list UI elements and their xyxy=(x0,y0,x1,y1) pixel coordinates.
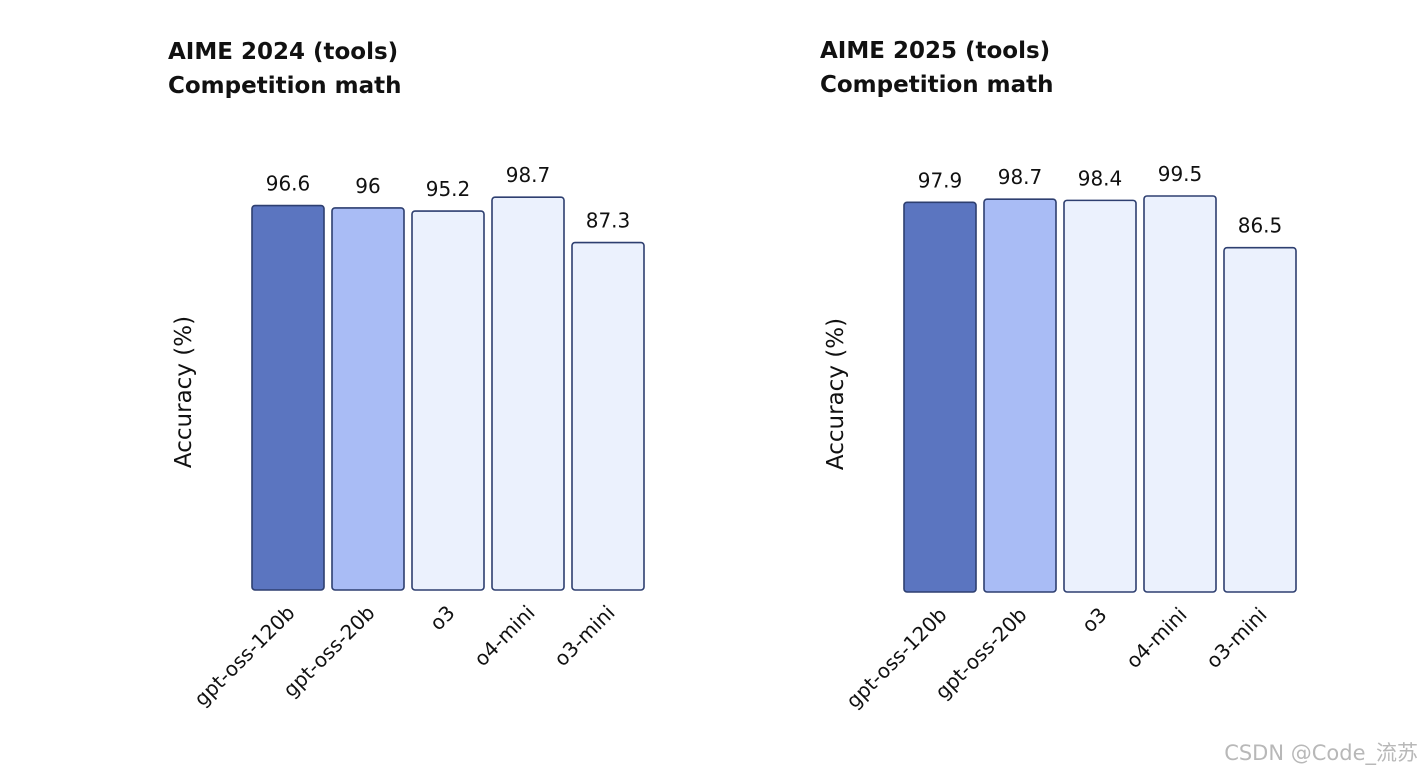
bar-gpt-oss-120b xyxy=(251,204,325,591)
x-tick-label-o4-mini: o4-mini xyxy=(1121,603,1191,673)
bar-gpt-oss-20b xyxy=(983,198,1057,593)
bar-gpt-oss-20b xyxy=(331,207,405,591)
data-label-gpt-oss-20b: 96 xyxy=(355,174,380,198)
x-tick-label-o4-mini: o4-mini xyxy=(469,601,539,671)
x-tick-label-gpt-oss-120b: gpt-oss-120b xyxy=(841,603,951,713)
chart-aime-2024: AIME 2024 (tools) Competition math Accur… xyxy=(168,39,645,711)
x-tick-label-o3-mini: o3-mini xyxy=(1201,603,1271,673)
y-axis-label: Accuracy (%) xyxy=(823,318,849,470)
x-tick-label-o3: o3 xyxy=(1077,603,1112,638)
bar-o3 xyxy=(1063,199,1137,593)
data-label-gpt-oss-20b: 98.7 xyxy=(998,165,1043,189)
bar-gpt-oss-120b xyxy=(903,201,977,593)
bar-group: 97.9gpt-oss-120b98.7gpt-oss-20b98.4o399.… xyxy=(841,162,1297,713)
bar-o4-mini xyxy=(1143,195,1217,593)
data-label-gpt-oss-120b: 96.6 xyxy=(266,172,311,196)
data-label-o3-mini: 87.3 xyxy=(586,209,631,233)
chart-subtitle: Competition math xyxy=(820,72,1054,98)
data-label-o3: 98.4 xyxy=(1078,166,1123,190)
x-tick-label-o3: o3 xyxy=(425,601,460,636)
watermark-text: CSDN @Code_流苏 xyxy=(1224,741,1418,766)
bar-o3-mini xyxy=(1223,246,1297,593)
bar-group: 96.6gpt-oss-120b96gpt-oss-20b95.2o398.7o… xyxy=(189,163,645,711)
y-axis-label: Accuracy (%) xyxy=(171,316,197,468)
data-label-gpt-oss-120b: 97.9 xyxy=(918,168,963,192)
data-label-o3-mini: 86.5 xyxy=(1238,214,1283,238)
chart-subtitle: Competition math xyxy=(168,73,402,99)
data-label-o4-mini: 98.7 xyxy=(506,163,551,187)
chart-aime-2025: AIME 2025 (tools) Competition math Accur… xyxy=(820,38,1297,713)
bar-o4-mini xyxy=(491,196,565,591)
data-label-o4-mini: 99.5 xyxy=(1158,162,1203,186)
chart-title: AIME 2025 (tools) xyxy=(820,38,1050,64)
x-tick-label-o3-mini: o3-mini xyxy=(549,601,619,671)
x-tick-label-gpt-oss-120b: gpt-oss-120b xyxy=(189,601,299,711)
bar-o3-mini xyxy=(571,241,645,591)
data-label-o3: 95.2 xyxy=(426,177,471,201)
chart-title: AIME 2024 (tools) xyxy=(168,39,398,65)
bar-o3 xyxy=(411,210,485,591)
